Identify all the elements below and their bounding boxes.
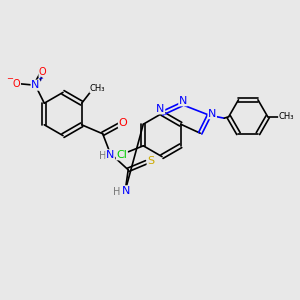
Text: CH₃: CH₃ — [90, 84, 105, 93]
Text: H: H — [113, 187, 121, 197]
Text: N: N — [122, 186, 130, 196]
Text: O: O — [118, 118, 127, 128]
Text: −: − — [6, 74, 13, 83]
Text: S: S — [147, 156, 154, 166]
Text: N: N — [106, 150, 114, 160]
Text: +: + — [38, 76, 43, 82]
Text: N: N — [208, 109, 216, 119]
Text: N: N — [31, 80, 40, 90]
Text: H: H — [99, 151, 106, 161]
Text: Cl: Cl — [116, 150, 127, 160]
Text: N: N — [179, 96, 187, 106]
Text: O: O — [13, 79, 20, 89]
Text: CH₃: CH₃ — [279, 112, 294, 121]
Text: N: N — [156, 104, 165, 114]
Text: O: O — [39, 67, 46, 77]
